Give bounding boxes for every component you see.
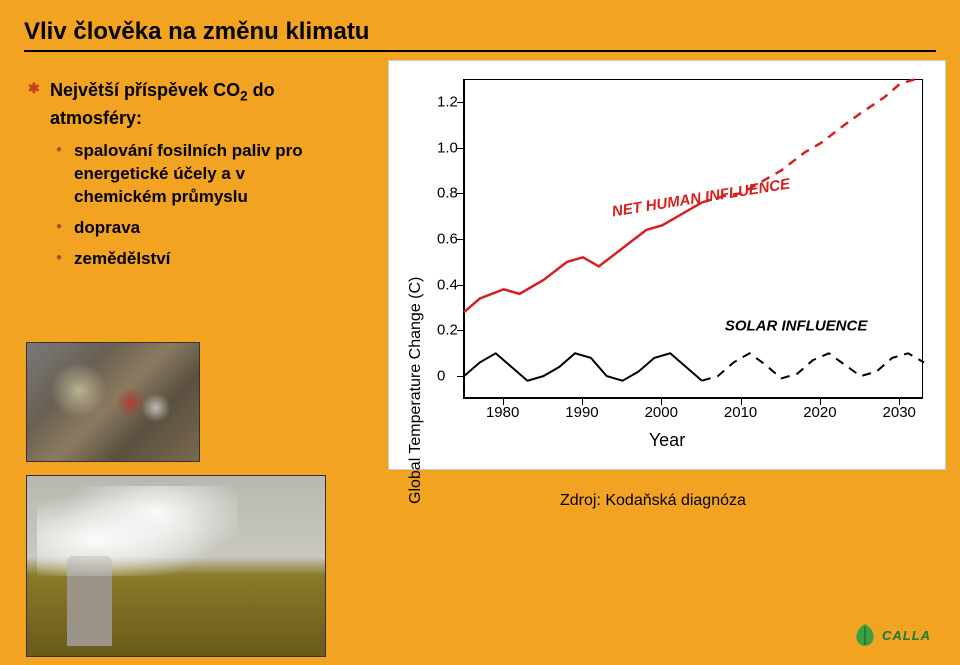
chart-ytick: 1.2: [437, 93, 458, 110]
bullet-list: Největší příspěvek CO2 do atmosféry: spa…: [28, 78, 328, 279]
chart-lines: [464, 79, 923, 398]
chart-xtick: 2000: [645, 404, 678, 421]
chart-ytick: 1.0: [437, 139, 458, 156]
chart-xtick: 2030: [883, 404, 916, 421]
series-label: SOLAR INFLUENCE: [725, 317, 868, 334]
leaf-icon: [852, 622, 878, 648]
chart-plot-area: [463, 79, 923, 399]
bullet-main: Největší příspěvek CO2 do atmosféry:: [28, 78, 328, 130]
chart-ylabel: Global Temperature Change (C): [407, 277, 425, 504]
bullet-main-text: Největší příspěvek CO: [50, 80, 240, 100]
bullet-sub-2: zemědělství: [56, 248, 328, 271]
chart-xtick: 2010: [724, 404, 757, 421]
temperature-chart: Global Temperature Change (C) Year 19801…: [388, 60, 946, 470]
chart-ytick: 0.6: [437, 231, 458, 248]
chart-ytick: 0.4: [437, 276, 458, 293]
chart-xtick: 2020: [803, 404, 836, 421]
photo-powerplant: [26, 475, 326, 657]
calla-logo: CALLA: [852, 619, 942, 651]
chart-ytick: 0.2: [437, 322, 458, 339]
chart-ytick: 0: [437, 368, 445, 385]
bullet-sub-0: spalování fosilních paliv pro energetick…: [56, 140, 328, 209]
logo-text: CALLA: [882, 628, 931, 643]
bullet-sub-1: doprava: [56, 217, 328, 240]
slide-title: Vliv člověka na změnu klimatu: [24, 18, 936, 52]
source-label: Zdroj: Kodaňská diagnóza: [560, 492, 746, 510]
photo-traffic: [26, 342, 200, 462]
chart-xtick: 1990: [565, 404, 598, 421]
chart-xtick: 1980: [486, 404, 519, 421]
chart-ytick: 0.8: [437, 185, 458, 202]
bullet-main-sub: 2: [240, 89, 248, 104]
chart-xlabel: Year: [389, 430, 945, 451]
